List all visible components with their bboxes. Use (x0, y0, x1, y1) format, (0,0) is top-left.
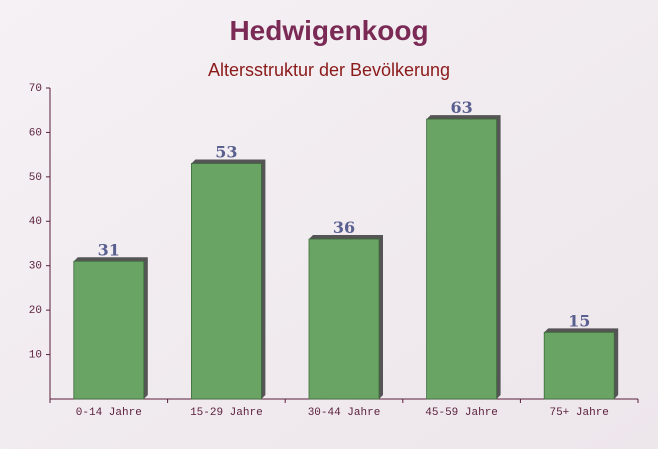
value-label: 15 (568, 311, 590, 330)
chart-title: Hedwigenkoog (229, 15, 428, 46)
chart-subtitle: Altersstruktur der Bevölkerung (208, 60, 450, 80)
y-tick-label: 60 (29, 127, 42, 139)
y-tick-label: 50 (29, 172, 42, 184)
x-tick-label: 75+ Jahre (549, 407, 608, 419)
value-label: 63 (450, 98, 472, 117)
bar (73, 260, 145, 400)
y-tick-label: 40 (29, 216, 42, 228)
x-tick-label: 45-59 Jahre (425, 407, 498, 419)
bar (190, 163, 262, 400)
bar (426, 118, 498, 400)
bar (308, 238, 380, 400)
y-tick-label: 30 (29, 261, 42, 273)
value-label: 36 (333, 218, 355, 237)
x-tick-label: 15-29 Jahre (190, 407, 263, 419)
x-tick-label: 30-44 Jahre (308, 407, 381, 419)
value-label: 31 (98, 240, 120, 259)
bar (543, 331, 615, 400)
y-tick-label: 20 (29, 305, 42, 317)
y-tick-label: 70 (29, 83, 42, 95)
value-label: 53 (215, 143, 237, 162)
x-tick-label: 0-14 Jahre (76, 407, 142, 419)
y-tick-label: 10 (29, 349, 42, 361)
